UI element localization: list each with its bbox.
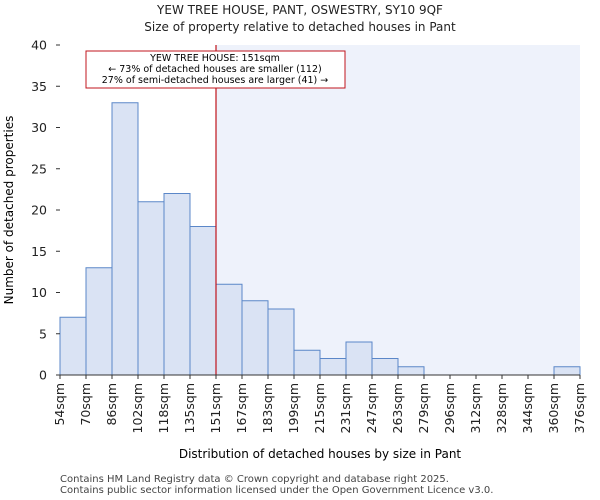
x-tick-label: 344sqm	[520, 383, 535, 433]
x-tick-label: 151sqm	[208, 383, 223, 433]
x-tick-label: 376sqm	[572, 383, 587, 433]
footer-line-2: Contains public sector information licen…	[60, 485, 494, 496]
x-tick-label: 360sqm	[546, 383, 561, 433]
bar-70sqm	[85, 267, 113, 376]
annotation-line-3: 27% of semi-detached houses are larger (…	[102, 75, 329, 86]
annotation-line-1: YEW TREE HOUSE: 151sqm	[149, 53, 280, 64]
y-tick-label: 5	[39, 326, 47, 341]
bar-167sqm	[241, 300, 269, 376]
y-tick-label: 30	[31, 120, 47, 135]
x-tick-label: 54sqm	[52, 383, 67, 426]
bar-118sqm	[163, 193, 191, 376]
chart-title: YEW TREE HOUSE, PANT, OSWESTRY, SY10 9QF	[157, 3, 443, 17]
x-tick-label: 215sqm	[312, 383, 327, 433]
y-tick-label: 20	[31, 203, 47, 218]
x-tick-label: 279sqm	[416, 383, 431, 433]
x-tick-label: 296sqm	[442, 383, 457, 433]
y-tick-label: 15	[31, 244, 47, 259]
bar-183sqm	[267, 308, 295, 376]
x-tick-label: 312sqm	[468, 383, 483, 433]
x-tick-label: 86sqm	[104, 383, 119, 426]
x-tick-label: 183sqm	[260, 383, 275, 433]
bar-151sqm	[215, 283, 243, 376]
x-tick-label: 118sqm	[156, 383, 171, 433]
x-tick-label: 70sqm	[78, 383, 93, 426]
chart-svg: 0 5 10 15 20 25 30 35 40 54sqm 70sqm 86sqm 102sqm 11…	[2, 38, 587, 462]
x-tick-label: 167sqm	[234, 383, 249, 433]
annotation-box	[85, 50, 346, 89]
y-tick-label: 10	[31, 285, 47, 300]
bar-215sqm	[319, 358, 347, 376]
annotation-line-2: ← 73% of detached houses are smaller (11…	[108, 64, 321, 75]
x-tick-label: 199sqm	[286, 383, 301, 433]
x-tick-label: 263sqm	[390, 383, 405, 433]
bar-360sqm	[553, 366, 581, 376]
x-tick-label: 247sqm	[364, 383, 379, 433]
y-tick-label: 0	[39, 368, 47, 383]
x-tick-label: 102sqm	[130, 383, 145, 433]
bar-199sqm	[293, 349, 321, 376]
x-tick-label: 135sqm	[182, 383, 197, 433]
bar-102sqm	[137, 201, 165, 376]
bar-247sqm	[371, 358, 399, 376]
bar-86sqm	[111, 102, 139, 376]
chart-subtitle: Size of property relative to detached ho…	[144, 20, 456, 34]
bar-231sqm	[345, 341, 373, 376]
x-axis-label: Distribution of detached houses by size …	[179, 447, 462, 461]
x-tick-label: 328sqm	[494, 383, 509, 433]
bar-263sqm	[397, 366, 425, 376]
y-tick-label: 25	[31, 161, 47, 176]
footer-line-1: Contains HM Land Registry data © Crown c…	[60, 474, 449, 485]
y-tick-label: 35	[31, 79, 47, 94]
x-tick-label: 231sqm	[338, 383, 353, 433]
y-axis-label: Number of detached properties	[2, 116, 16, 305]
bar-135sqm	[189, 226, 217, 376]
bar-54sqm	[59, 316, 87, 376]
y-tick-label: 40	[31, 38, 47, 53]
